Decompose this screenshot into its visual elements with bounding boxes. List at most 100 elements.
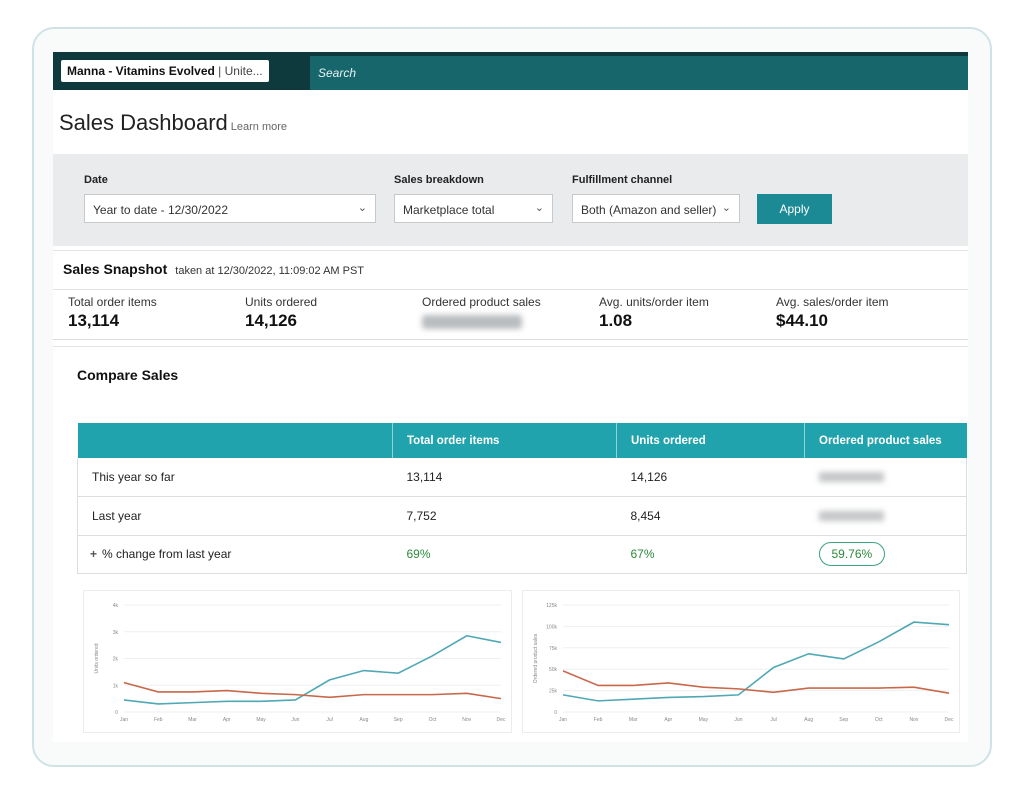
- table-row: + % change from last year 69% 67% 59.76%: [77, 535, 967, 574]
- compare-sales-table: Total order items Units ordered Ordered pr…: [77, 423, 967, 574]
- metric-avg-sales: Avg. sales/order item $44.10: [776, 295, 889, 331]
- y-tick-label: 75k: [549, 646, 558, 652]
- y-tick-label: 4k: [113, 603, 119, 609]
- learn-more-link[interactable]: Learn more: [230, 121, 288, 133]
- metric-value: $44.10: [776, 311, 828, 330]
- x-tick-label: Apr: [223, 717, 231, 723]
- expand-plus-icon[interactable]: +: [90, 547, 98, 562]
- chevron-down-icon: ⌄: [721, 202, 731, 214]
- x-tick-label: Nov: [462, 717, 471, 723]
- apply-button[interactable]: Apply: [757, 194, 832, 224]
- breakdown-value: Marketplace total: [403, 203, 495, 217]
- metric-label: Units ordered: [245, 295, 318, 309]
- snapshot-metrics: Total order items 13,114 Units ordered 14,…: [53, 290, 968, 340]
- chevron-down-icon: ⌄: [357, 202, 367, 214]
- y-tick-label: 3k: [113, 630, 119, 636]
- compare-sales-title: Compare Sales: [77, 367, 179, 383]
- metric-label: Avg. sales/order item: [776, 295, 889, 309]
- filters-panel: Date Year to date - 12/30/2022 ⌄ Sales br…: [53, 154, 968, 246]
- metric-total-order-items: Total order items 13,114: [68, 295, 157, 331]
- cell: 69%: [392, 535, 617, 574]
- top-bar: Manna - Vitamins Evolved | Unite... Sear…: [53, 52, 968, 90]
- sales-snapshot-header: Sales Snapshot taken at 12/30/2022, 11:09…: [53, 250, 968, 290]
- metric-ordered-product-sales: Ordered product sales: [422, 295, 541, 329]
- cell: 8,454: [616, 496, 805, 536]
- breakdown-select[interactable]: Marketplace total ⌄: [394, 194, 553, 223]
- page-title-text: Sales Dashboard: [59, 110, 228, 135]
- y-tick-label: 0: [554, 710, 557, 716]
- date-value: Year to date - 12/30/2022: [93, 203, 228, 217]
- y-tick-label: 25k: [549, 689, 558, 695]
- x-tick-label: Feb: [594, 717, 603, 723]
- column-header: Total order items: [392, 423, 617, 458]
- metric-label: Ordered product sales: [422, 295, 541, 309]
- x-tick-label: Sep: [394, 717, 403, 723]
- cell: 7,752: [392, 496, 617, 536]
- column-header: Ordered product sales: [804, 423, 967, 458]
- x-tick-label: Sep: [839, 717, 848, 723]
- account-suffix: | Unite...: [218, 64, 263, 78]
- column-header: Units ordered: [616, 423, 805, 458]
- sales-chart: 0 25k 50k 75k 100k 125k Ordered product sales J…: [522, 590, 960, 733]
- snapshot-title: Sales Snapshot: [63, 261, 168, 277]
- x-tick-label: Jul: [326, 717, 332, 723]
- y-tick-label: 100k: [546, 624, 557, 630]
- channel-value: Both (Amazon and seller): [581, 203, 717, 217]
- blurred-value: [818, 472, 884, 482]
- series-line-last-year: [562, 670, 950, 694]
- change-badge: 59.76%: [818, 542, 886, 567]
- sales-chart-svg: 0 25k 50k 75k 100k 125k Ordered product sales J…: [533, 603, 954, 723]
- chevron-down-icon: ⌄: [534, 202, 544, 214]
- account-selector[interactable]: Manna - Vitamins Evolved | Unite...: [61, 60, 269, 82]
- y-tick-label: 1k: [113, 683, 119, 689]
- blurred-value: [422, 315, 522, 329]
- search-input[interactable]: Search: [310, 56, 968, 90]
- page-title: Sales Dashboard Learn more: [59, 110, 287, 136]
- metric-avg-units: Avg. units/order item 1.08: [599, 295, 709, 331]
- x-tick-label: Apr: [664, 717, 672, 723]
- snapshot-timestamp: taken at 12/30/2022, 11:09:02 AM PST: [175, 265, 365, 277]
- x-tick-label: Oct: [429, 717, 437, 723]
- row-label: Last year: [77, 496, 393, 536]
- x-tick-label: Mar: [188, 717, 197, 723]
- units-chart-svg: 0 1k 2k 3k 4k Units ordered Jan Feb Mar Apr May Jun…: [94, 603, 506, 723]
- cell: [804, 458, 967, 497]
- metric-label: Avg. units/order item: [599, 295, 709, 309]
- x-tick-label: Mar: [629, 717, 638, 723]
- x-tick-label: Nov: [909, 717, 918, 723]
- x-tick-label: Aug: [359, 717, 368, 723]
- x-tick-label: Jan: [120, 717, 128, 723]
- y-axis-label: Ordered product sales: [533, 633, 539, 683]
- breakdown-label: Sales breakdown: [394, 174, 484, 186]
- y-axis-label: Units ordered: [94, 643, 100, 673]
- y-tick-label: 0: [115, 710, 118, 716]
- cell: 14,126: [616, 458, 805, 497]
- cell: 67%: [616, 535, 805, 574]
- x-tick-label: Jul: [770, 717, 776, 723]
- series-line-this-year: [123, 634, 502, 705]
- y-tick-label: 50k: [549, 667, 558, 673]
- date-select[interactable]: Year to date - 12/30/2022 ⌄: [84, 194, 376, 223]
- metric-value: 14,126: [245, 311, 297, 330]
- blurred-value: [818, 510, 884, 521]
- x-tick-label: Jun: [291, 717, 299, 723]
- x-tick-label: Oct: [875, 717, 883, 723]
- row-label: This year so far: [77, 458, 393, 497]
- x-tick-label: Dec: [497, 717, 506, 723]
- x-tick-label: Dec: [945, 717, 954, 723]
- row-label-cell: + % change from last year: [77, 535, 393, 574]
- compare-sales-section: Compare Sales Total order items Units ord…: [53, 346, 968, 742]
- column-header: [77, 423, 393, 458]
- table-row: Last year 7,752 8,454: [77, 496, 967, 536]
- x-tick-label: Jun: [734, 717, 742, 723]
- cell: 59.76%: [804, 535, 967, 574]
- sales-dashboard-page: Manna - Vitamins Evolved | Unite... Sear…: [53, 52, 968, 742]
- x-tick-label: Feb: [154, 717, 163, 723]
- x-tick-label: Jan: [559, 717, 567, 723]
- account-name: Manna - Vitamins Evolved: [67, 64, 215, 78]
- table-row: This year so far 13,114 14,126: [77, 458, 967, 497]
- metric-value: 13,114: [68, 311, 120, 330]
- y-tick-label: 125k: [546, 603, 557, 609]
- channel-select[interactable]: Both (Amazon and seller) ⌄: [572, 194, 740, 223]
- metric-label: Total order items: [68, 295, 157, 309]
